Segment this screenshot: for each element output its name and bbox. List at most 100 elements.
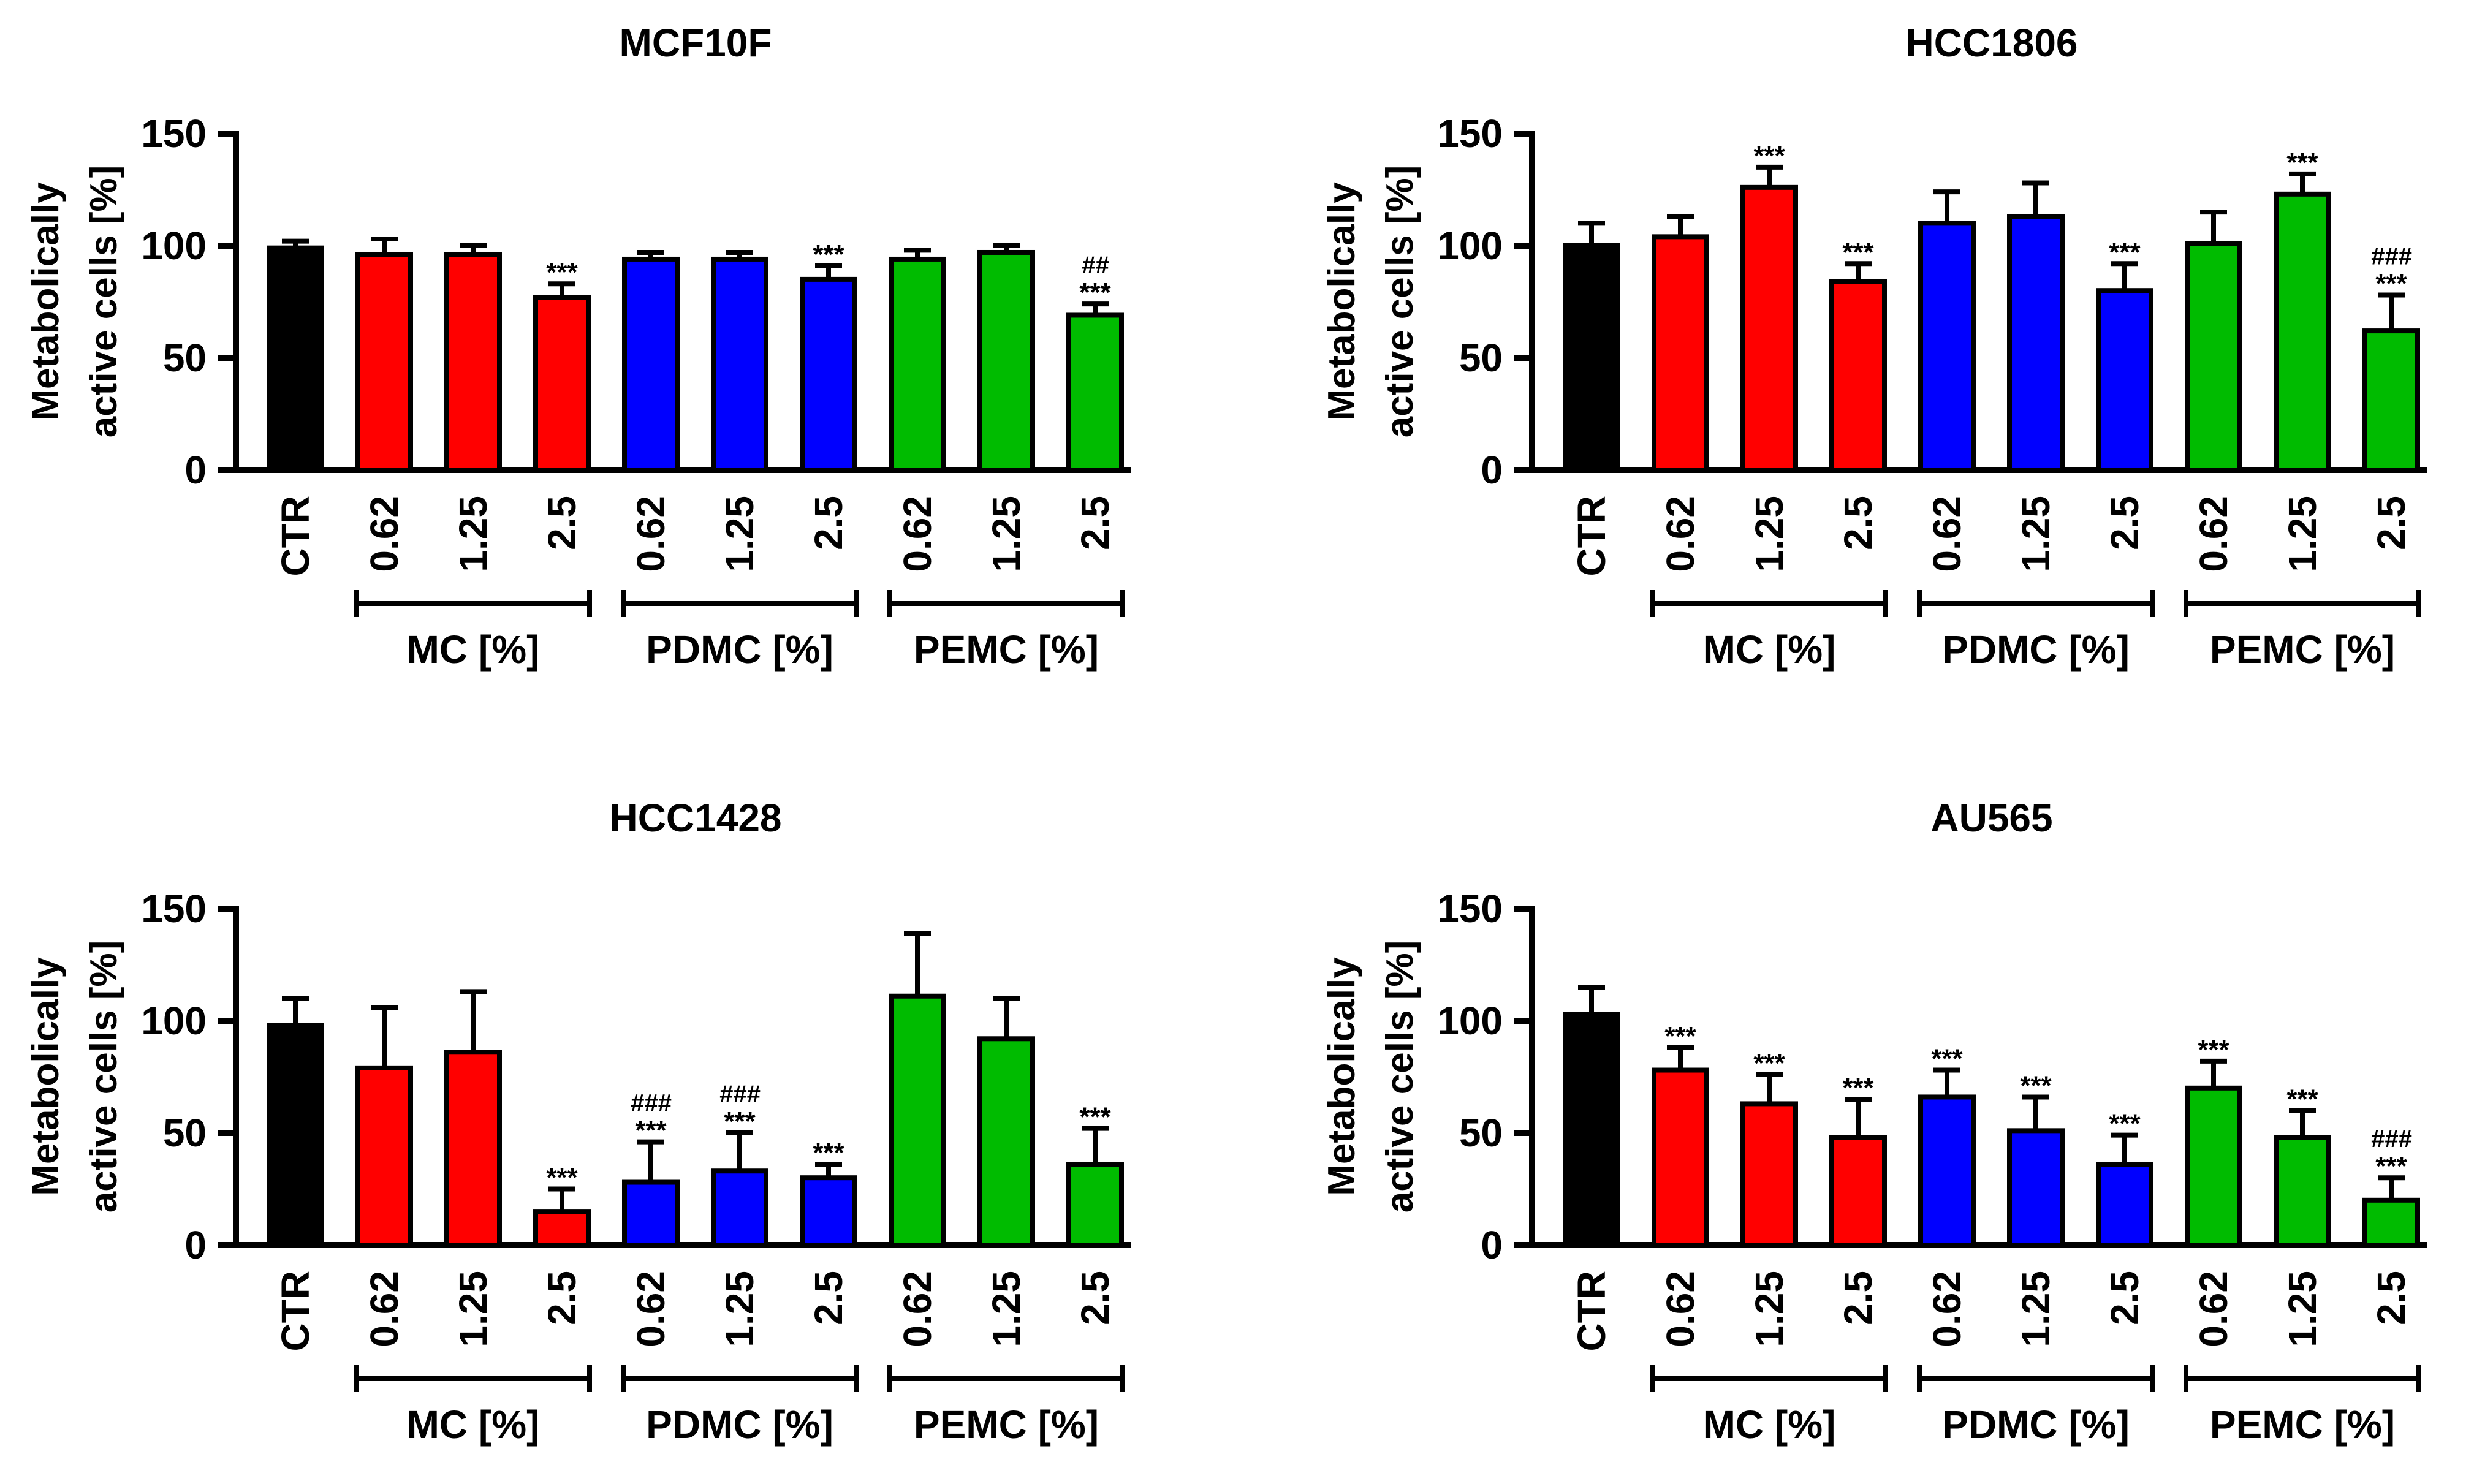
x-tick-label-group: 0.62 <box>1925 496 1969 572</box>
x-tick-label: 1.25 <box>718 1271 762 1347</box>
group-label: MC [%] <box>407 1403 540 1447</box>
y-tick-label: 50 <box>163 336 207 380</box>
x-tick-label: 1.25 <box>451 496 495 572</box>
bar <box>1652 234 1709 472</box>
x-tick-label: 0.62 <box>362 1271 406 1347</box>
bar <box>1740 184 1798 472</box>
bar <box>2007 1128 2065 1248</box>
x-tick-label: 2.5 <box>1073 496 1117 550</box>
y-axis-label-line1: Metabolically <box>25 182 67 421</box>
x-tick-label-group: 0.62 <box>1658 1271 1702 1347</box>
group-label: MC [%] <box>1703 627 1836 672</box>
x-tick-label: 1.25 <box>1747 1271 1791 1347</box>
significance-mark: *** <box>813 240 844 270</box>
bar <box>1829 279 1887 472</box>
x-tick-label-group: CTR <box>1569 496 1614 577</box>
x-tick-label: 0.62 <box>2191 1271 2236 1347</box>
bar <box>1740 1101 1798 1247</box>
x-tick-label: CTR <box>273 496 317 577</box>
x-tick-label: CTR <box>1569 1271 1614 1352</box>
bar <box>2185 241 2242 472</box>
bar <box>1563 1012 1620 1247</box>
x-tick-label-group: 2.5 <box>1836 496 1880 550</box>
bar <box>444 252 502 472</box>
x-tick-label: 1.25 <box>2014 496 2058 572</box>
x-tick-label-group: 0.62 <box>1658 496 1702 572</box>
y-tick-label: 0 <box>1481 448 1503 492</box>
y-tick-label: 0 <box>184 1223 207 1267</box>
x-tick-label-group: 1.25 <box>984 496 1028 572</box>
x-tick-label-group: 2.5 <box>2103 496 2147 550</box>
bar <box>800 276 857 472</box>
group-label: PDMC [%] <box>1942 1403 2130 1447</box>
x-tick-label-group: 1.25 <box>718 496 762 572</box>
x-tick-label: 1.25 <box>984 1271 1028 1347</box>
chart-title: HCC1806 <box>1905 21 2077 65</box>
bar <box>711 1168 768 1247</box>
x-tick-label-group: CTR <box>273 496 317 577</box>
bar <box>1563 243 1620 472</box>
bar <box>355 1065 413 1247</box>
group-label: PDMC [%] <box>646 627 833 672</box>
x-tick-label-group: 1.25 <box>718 1271 762 1347</box>
significance-mark: *** <box>546 1163 578 1193</box>
x-tick-label-group: 0.62 <box>629 496 673 572</box>
y-axis-label-line2: active cells [%] <box>1379 165 1421 438</box>
bar <box>533 295 591 472</box>
bar <box>355 252 413 472</box>
significance-mark: *** <box>2286 148 2318 178</box>
x-tick-label-group: 2.5 <box>540 496 584 550</box>
bar <box>1066 1162 1124 1247</box>
bar <box>1829 1135 1887 1247</box>
bar <box>444 1050 502 1247</box>
x-tick-label: 0.62 <box>629 496 673 572</box>
bar <box>267 1023 324 1247</box>
x-tick-label-group: 2.5 <box>1073 1271 1117 1325</box>
x-tick-label: 1.25 <box>984 496 1028 572</box>
y-axis-label-line1: Metabolically <box>1321 182 1363 421</box>
y-axis-label-line2: active cells [%] <box>83 165 125 438</box>
x-tick-label-group: 0.62 <box>2191 1271 2236 1347</box>
x-tick-label-group: 2.5 <box>806 496 851 550</box>
bar <box>1652 1067 1709 1247</box>
x-tick-label: 2.5 <box>1836 1271 1880 1325</box>
bar <box>800 1175 857 1248</box>
bar <box>711 256 768 472</box>
x-tick-label: 0.62 <box>2191 496 2236 572</box>
bar <box>2007 214 2065 472</box>
x-tick-label: 2.5 <box>2369 1271 2413 1325</box>
significance-mark: *** <box>2198 1035 2229 1065</box>
x-tick-label: 2.5 <box>1836 496 1880 550</box>
y-tick-label: 150 <box>141 112 207 156</box>
bar <box>1918 1094 1976 1247</box>
significance-mark: *** <box>1931 1044 1963 1074</box>
chart-panel-mcf10f: MCF10F Metabolically active cells [%] 0 50 10… <box>25 21 1131 672</box>
x-tick-label: 0.62 <box>1925 1271 1969 1347</box>
y-tick-label: 100 <box>141 999 207 1043</box>
y-tick-label: 0 <box>184 448 207 492</box>
x-tick-label-group: 0.62 <box>362 496 406 572</box>
y-tick-label: 150 <box>1437 112 1503 156</box>
group-label: MC [%] <box>407 627 540 672</box>
y-tick-label: 50 <box>1459 336 1503 380</box>
x-tick-label-group: 0.62 <box>2191 496 2236 572</box>
x-tick-label: 0.62 <box>1925 496 1969 572</box>
significance-mark: *** <box>2375 1151 2407 1181</box>
y-axis-label-line2: active cells [%] <box>1379 941 1421 1213</box>
y-axis-label: Metabolically active cells [%] <box>25 165 125 438</box>
x-tick-label-group: 2.5 <box>2103 1271 2147 1325</box>
x-tick-label: 2.5 <box>2369 496 2413 550</box>
bar <box>2185 1085 2242 1247</box>
x-tick-label: 0.62 <box>1658 496 1702 572</box>
x-tick-label-group: 2.5 <box>540 1271 584 1325</box>
group-label: PEMC [%] <box>914 1403 1099 1447</box>
x-tick-label-group: 1.25 <box>1747 496 1791 572</box>
significance-mark: *** <box>1753 1048 1785 1078</box>
x-tick-label-group: 1.25 <box>2280 1271 2324 1347</box>
y-axis-label: Metabolically active cells [%] <box>1321 165 1421 438</box>
significance-mark: *** <box>2020 1070 2052 1100</box>
x-tick-label-group: 2.5 <box>1836 1271 1880 1325</box>
x-tick-label: 0.62 <box>1658 1271 1702 1347</box>
group-label: PDMC [%] <box>646 1403 833 1447</box>
